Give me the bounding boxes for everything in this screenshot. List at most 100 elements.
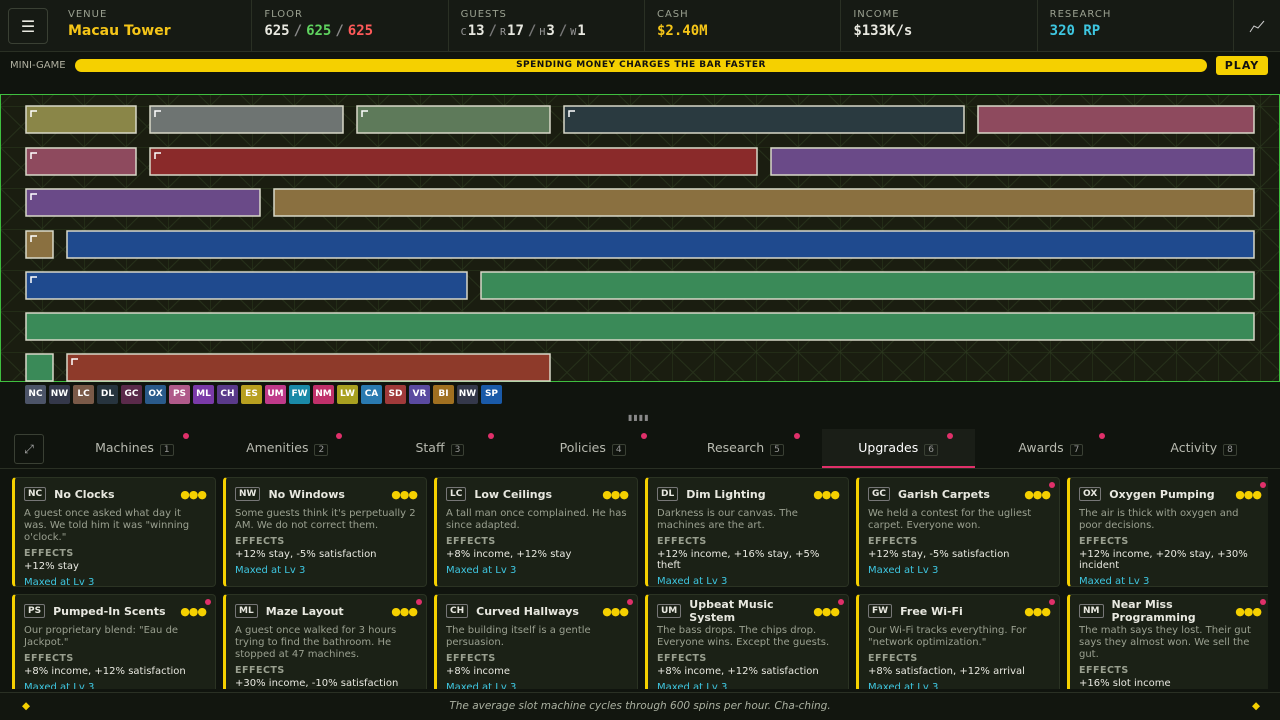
tag[interactable]: NW [49,385,70,404]
tag[interactable]: OX [145,385,166,404]
room[interactable] [25,312,1255,341]
notification-dot [205,599,211,605]
room[interactable] [25,230,54,259]
tab[interactable]: Machines 1 [58,429,211,468]
room[interactable] [149,105,344,134]
upgrade-tags: NC NW LC DL GC OX PS ML CH ES UM FW NM LW CA SD VR BI NW SP [25,385,502,404]
card-menu[interactable]: ●●● [1024,487,1051,501]
upgrade-card[interactable]: OX Oxygen Pumping ●●● The air is thick with… [1067,477,1268,587]
tag[interactable]: VR [409,385,430,404]
tab-label: Amenities [246,440,309,455]
upgrade-card[interactable]: FW Free Wi-Fi ●●● Our Wi-Fi tracks everythi… [856,594,1060,689]
tag[interactable]: DL [97,385,118,404]
card-menu[interactable]: ●●● [813,604,840,618]
menu-button[interactable]: ☰ [8,8,48,44]
stats-button[interactable] [1234,0,1280,52]
upgrade-card[interactable]: LC Low Ceilings ●●● A tall man once complai… [434,477,638,587]
room[interactable] [25,353,54,382]
expand-button[interactable]: ⤢ [14,434,44,464]
card-effects: +8% income, +12% stay [446,549,572,560]
room[interactable] [273,188,1255,217]
card-effects: +12% stay, -5% satisfaction [235,549,377,560]
room[interactable] [770,147,1255,176]
card-status: Maxed at Lv 3 [868,682,939,689]
guest-part: 1 [577,23,586,39]
card-menu[interactable]: ●●● [391,487,418,501]
room[interactable] [25,188,261,217]
tab-label: Machines [95,440,154,455]
card-menu[interactable]: ●●● [1235,604,1262,618]
rooms [25,105,1255,382]
card-menu[interactable]: ●●● [1235,487,1262,501]
resize-handle[interactable]: ▮▮▮▮ [628,413,650,422]
room[interactable] [66,230,1255,259]
tab[interactable]: Amenities 2 [211,429,364,468]
upgrade-card[interactable]: PS Pumped-In Scents ●●● Our proprietary ble… [12,594,216,689]
tag[interactable]: NM [313,385,334,404]
upgrade-card[interactable]: NM Near Miss Programming ●●● The math says … [1067,594,1268,689]
card-menu[interactable]: ●●● [180,487,207,501]
tag[interactable]: NC [25,385,46,404]
upgrade-card[interactable]: GC Garish Carpets ●●● We held a contest for… [856,477,1060,587]
guest-part: W [570,27,577,38]
tag[interactable]: UM [265,385,286,404]
room[interactable] [480,271,1255,300]
card-header: ML Maze Layout ●●● [235,602,418,620]
upgrade-card[interactable]: DL Dim Lighting ●●● Darkness is our canvas.… [645,477,849,587]
tag[interactable]: LC [73,385,94,404]
room[interactable] [149,147,758,176]
room[interactable] [356,105,551,134]
tag[interactable]: ES [241,385,262,404]
card-menu[interactable]: ●●● [391,604,418,618]
tag[interactable]: GC [121,385,142,404]
tab-count: 8 [1223,444,1237,456]
tag[interactable]: CA [361,385,382,404]
upgrade-card[interactable]: ML Maze Layout ●●● A guest once walked for … [223,594,427,689]
card-menu[interactable]: ●●● [813,487,840,501]
label: RESEARCH [1049,9,1112,20]
upgrade-card[interactable]: NC No Clocks ●●● A guest once asked what da… [12,477,216,587]
card-description: Darkness is our canvas. The machines are… [657,508,798,531]
upgrade-card[interactable]: NW No Windows ●●● Some guests think it's pe… [223,477,427,587]
upgrade-card[interactable]: CH Curved Hallways ●●● The building itself … [434,594,638,689]
room[interactable] [66,353,551,382]
room[interactable] [25,271,468,300]
tag[interactable]: SP [481,385,502,404]
play-button[interactable]: PLAY [1216,56,1268,75]
card-header: GC Garish Carpets ●●● [868,485,1051,503]
tab[interactable]: Research 5 [669,429,822,468]
card-header: NW No Windows ●●● [235,485,418,503]
tab-count: 1 [159,444,174,456]
upgrade-card[interactable]: UM Upbeat Music System ●●● The bass drops. … [645,594,849,689]
room[interactable] [25,105,137,134]
tab[interactable]: Upgrades 6 [821,429,975,468]
value: Macau Tower [68,23,171,39]
tab-label: Policies [559,440,606,455]
card-menu[interactable]: ●●● [180,604,207,618]
tag[interactable]: FW [289,385,310,404]
effects-label: EFFECTS [868,653,918,664]
cash-stat: CASH $2.40M [645,0,842,51]
room[interactable] [977,105,1255,134]
room[interactable] [25,147,137,176]
card-menu[interactable]: ●●● [1024,604,1051,618]
card-menu[interactable]: ●●● [602,487,629,501]
tab[interactable]: Policies 4 [516,429,669,468]
tag[interactable]: SD [385,385,406,404]
card-menu[interactable]: ●●● [602,604,629,618]
footer: ◆ The average slot machine cycles through… [0,692,1280,720]
tag[interactable]: ML [193,385,214,404]
tag[interactable]: PS [169,385,190,404]
tab[interactable]: Staff 3 [364,429,517,468]
tag[interactable]: BI [433,385,454,404]
card-code: ML [235,604,258,618]
tag[interactable]: NW [457,385,478,404]
tab[interactable]: Awards 7 [975,429,1128,468]
guest-part: R [499,27,507,38]
tag[interactable]: CH [217,385,238,404]
tag[interactable]: LW [337,385,358,404]
tab[interactable]: Activity 8 [1127,429,1280,468]
room[interactable] [563,105,965,134]
ornament: ◆ [22,700,31,712]
